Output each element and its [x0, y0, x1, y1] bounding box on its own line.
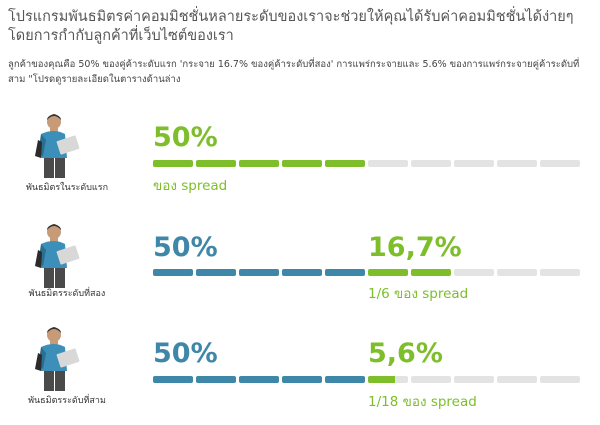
progress-segment	[540, 376, 580, 383]
commission-percent: 50%	[153, 338, 218, 369]
progress-segment	[325, 160, 365, 167]
progress-segment	[540, 269, 580, 276]
progress-segment	[153, 376, 193, 383]
person-with-laptop-icon	[35, 327, 80, 391]
progress-segment	[282, 376, 322, 383]
spread-caption: ของ spread	[153, 178, 228, 194]
progress-segment	[153, 269, 193, 276]
intro-text: ลูกค้าของคุณคือ 50% ของคู่ค้าระดับแรก 'ก…	[8, 59, 580, 85]
spread-caption: 1/18 ของ spread	[368, 394, 477, 410]
progress-segment	[282, 160, 322, 167]
tier-third-level: พันธมิตรระดับที่สาม 50% 5,6% 1/18 ของ sp…	[0, 325, 600, 425]
progress-segment	[368, 376, 408, 383]
progress-segment	[325, 376, 365, 383]
progress-segment	[239, 376, 279, 383]
commission-percent: 50%	[153, 232, 218, 263]
progress-segment	[411, 376, 451, 383]
progress-segment	[368, 269, 408, 276]
progress-bar	[153, 269, 580, 276]
progress-segment	[497, 160, 537, 167]
progress-segment	[325, 269, 365, 276]
progress-segment	[411, 269, 451, 276]
progress-segment	[196, 160, 236, 167]
progress-segment	[454, 160, 494, 167]
tier-first-level: พันธมิตรในระดับแรก 50% ของ spread	[0, 112, 600, 212]
progress-segment	[497, 269, 537, 276]
progress-segment	[540, 160, 580, 167]
tier-label: พันธมิตรระดับที่สาม	[28, 396, 106, 406]
tier-label: พันธมิตรในระดับแรก	[25, 183, 109, 193]
page-title: โปรแกรมพันธมิตรค่าคอมมิชชั่นหลายระดับของ…	[8, 9, 574, 44]
progress-segment	[196, 269, 236, 276]
second-level-percent: 16,7%	[368, 232, 462, 263]
tier-second-level: พันธมิตรระดับที่สอง 50% 16,7% 1/6 ของ sp…	[0, 222, 600, 322]
progress-segment	[153, 160, 193, 167]
spread-caption: 1/6 ของ spread	[368, 286, 469, 302]
second-level-percent: 5,6%	[368, 338, 443, 369]
progress-segment	[239, 160, 279, 167]
progress-segment	[368, 160, 408, 167]
tier-label: พันธมิตรระดับที่สอง	[28, 289, 106, 299]
progress-segment	[497, 376, 537, 383]
progress-segment	[239, 269, 279, 276]
progress-segment	[411, 160, 451, 167]
commission-percent: 50%	[153, 122, 218, 153]
person-with-laptop-icon	[35, 224, 80, 288]
progress-bar	[153, 160, 580, 167]
progress-segment	[282, 269, 322, 276]
progress-segment	[196, 376, 236, 383]
progress-segment	[454, 376, 494, 383]
person-with-laptop-icon	[35, 114, 80, 178]
progress-bar	[153, 376, 580, 383]
progress-segment	[454, 269, 494, 276]
